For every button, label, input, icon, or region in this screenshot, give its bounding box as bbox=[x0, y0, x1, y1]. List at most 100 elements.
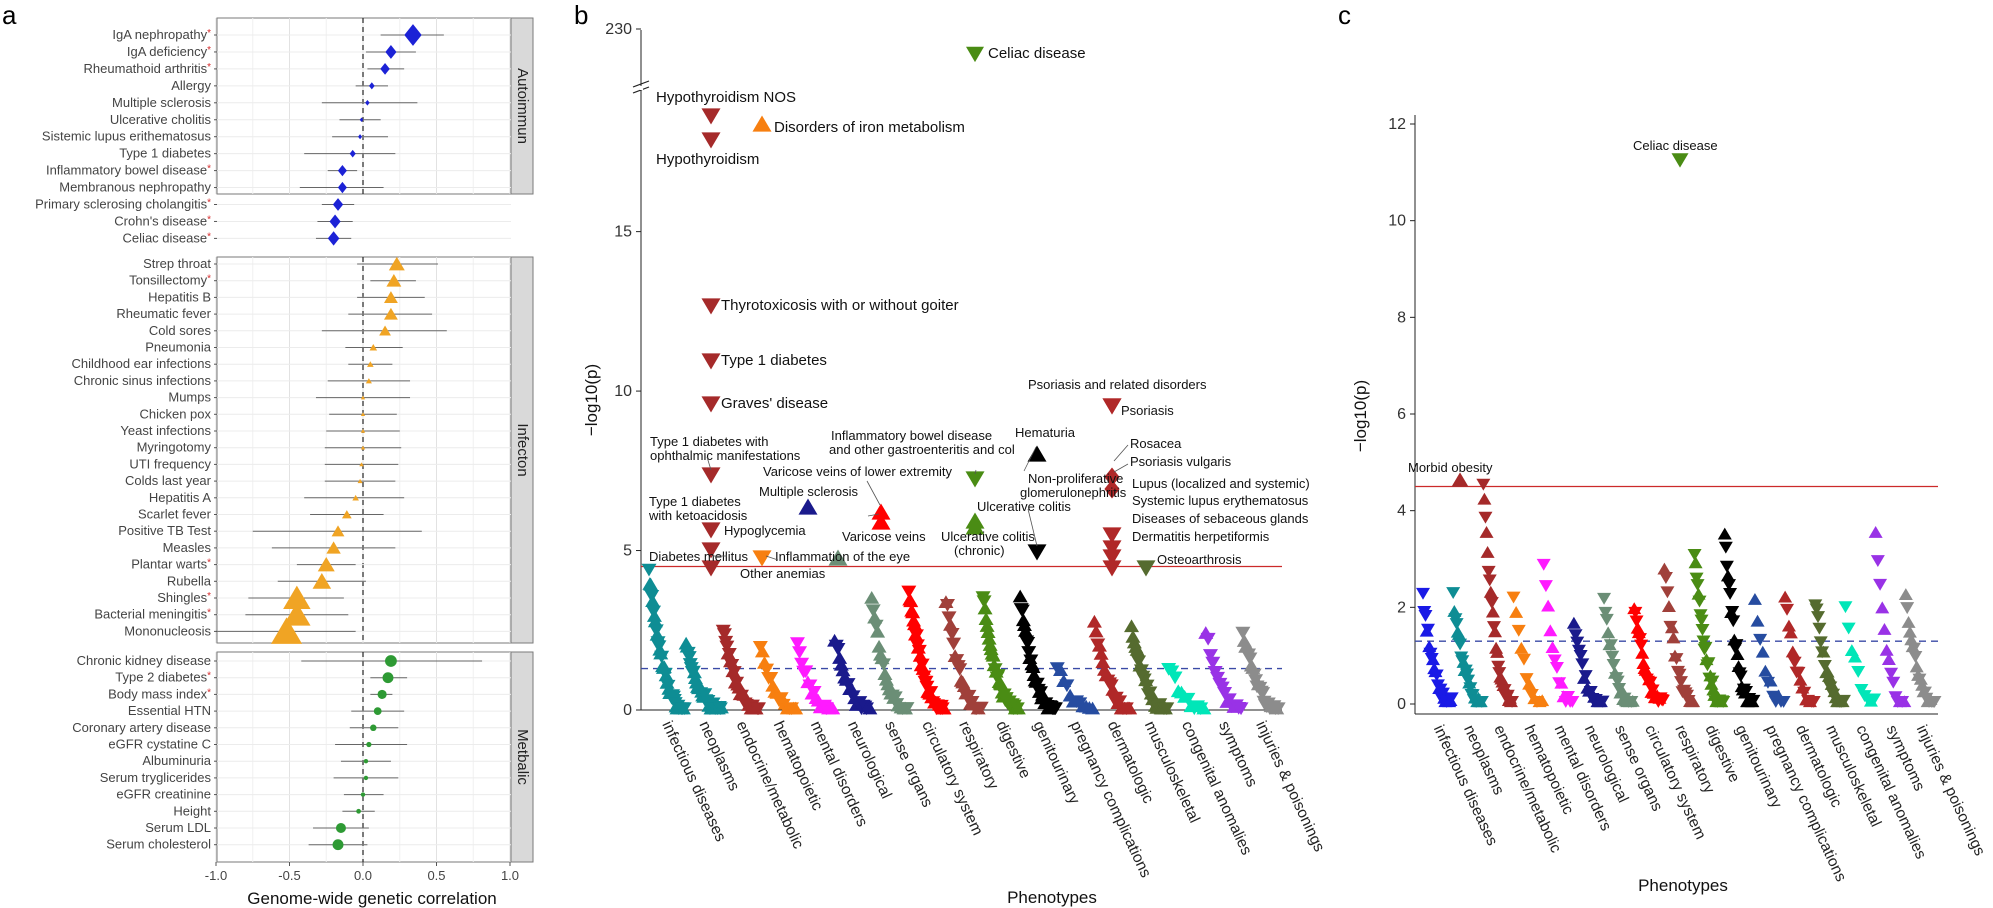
data-point bbox=[908, 629, 924, 643]
data-point bbox=[641, 563, 657, 577]
data-point bbox=[726, 666, 742, 679]
x-axis-title: Phenotypes bbox=[1638, 876, 1728, 895]
data-point bbox=[1476, 478, 1491, 491]
y-tick-label: 0 bbox=[1397, 696, 1406, 713]
data-point bbox=[1873, 578, 1888, 591]
data-point bbox=[1827, 685, 1842, 698]
data-point bbox=[754, 644, 770, 658]
category-symptoms bbox=[1198, 626, 1249, 716]
row-label: Allergy bbox=[171, 78, 211, 93]
correlation-point bbox=[377, 689, 387, 699]
row-label: IgA nephropathy* bbox=[112, 27, 211, 42]
group-strip-label: Metbalic bbox=[514, 729, 531, 785]
correlation-point bbox=[283, 585, 311, 609]
data-point bbox=[752, 640, 768, 654]
category-genitourinary bbox=[1012, 589, 1063, 716]
data-point bbox=[750, 702, 766, 716]
data-point bbox=[724, 658, 740, 672]
row-label: Body mass index* bbox=[108, 686, 211, 701]
data-point bbox=[1793, 673, 1808, 686]
category-pregnancy-complications bbox=[1747, 592, 1791, 708]
row-label: Chronic sinus infections bbox=[74, 373, 212, 388]
data-point bbox=[1547, 654, 1562, 667]
data-point bbox=[1664, 621, 1679, 634]
x-axis-title: Genome-wide genetic correlation bbox=[247, 889, 496, 908]
data-point bbox=[1705, 675, 1720, 688]
category-congenital-anomalies bbox=[1838, 601, 1882, 707]
row-label: Pneumonia bbox=[145, 340, 212, 355]
data-point bbox=[1202, 649, 1218, 662]
data-point bbox=[1059, 679, 1075, 693]
data-point bbox=[1632, 633, 1647, 645]
data-point bbox=[1658, 572, 1673, 584]
correlation-point bbox=[370, 724, 377, 732]
data-point bbox=[1886, 676, 1901, 689]
row-label: Ulcerative cholitis bbox=[110, 112, 212, 127]
row-label: Positive TB Test bbox=[118, 523, 211, 538]
panel-b-manhattan-plot: infectious diseasesneoplasmsendocrine/me… bbox=[582, 21, 1328, 907]
data-point bbox=[1420, 623, 1435, 636]
highlighted-point bbox=[701, 108, 721, 125]
x-tick-label: -1.0 bbox=[205, 868, 227, 883]
data-point bbox=[1717, 527, 1732, 540]
y-axis-title: −log10(p) bbox=[1351, 380, 1370, 452]
data-point bbox=[1763, 674, 1778, 687]
highlighted-point bbox=[701, 132, 721, 149]
highlighted-point bbox=[752, 550, 772, 567]
row-label: Serum tryglicerides bbox=[100, 770, 212, 785]
category-infectious-diseases bbox=[1416, 587, 1459, 708]
data-point bbox=[871, 639, 887, 653]
data-point bbox=[1541, 599, 1556, 612]
data-point bbox=[1720, 569, 1735, 582]
data-point bbox=[647, 614, 663, 628]
highlighted-point bbox=[1102, 549, 1122, 566]
row-label: Height bbox=[173, 803, 211, 818]
annotation-label: Systemic lupus erythematosus bbox=[1132, 493, 1309, 508]
data-point bbox=[875, 658, 891, 672]
group-panel-frame bbox=[216, 256, 512, 644]
data-point bbox=[1661, 600, 1676, 612]
data-point bbox=[1787, 656, 1802, 669]
data-point bbox=[1025, 660, 1041, 674]
correlation-point bbox=[363, 759, 369, 764]
annotation-leader-line bbox=[974, 469, 977, 475]
annotation-label: Inflammatory bowel disease and other gast… bbox=[829, 428, 1015, 457]
category-injuries-poisonings bbox=[1235, 626, 1286, 716]
data-point bbox=[1686, 695, 1701, 708]
row-label: eGFR cystatine C bbox=[108, 737, 211, 752]
category-label: injuries & poisonings bbox=[1252, 719, 1328, 855]
data-point bbox=[1474, 695, 1489, 708]
data-point bbox=[1095, 655, 1111, 669]
data-point bbox=[1481, 565, 1496, 578]
annotation-leader-line bbox=[1023, 446, 1037, 472]
category-musculoskeletal bbox=[1808, 599, 1851, 708]
data-point bbox=[1597, 592, 1612, 605]
data-point bbox=[789, 637, 805, 651]
y-tick-label: 5 bbox=[623, 543, 632, 560]
correlation-point bbox=[385, 45, 397, 59]
category-respiratory bbox=[938, 595, 989, 716]
data-point bbox=[1696, 635, 1711, 648]
data-point bbox=[990, 669, 1006, 682]
x-tick-label: 1.0 bbox=[501, 868, 519, 883]
data-point bbox=[1695, 623, 1710, 636]
annotation-label: Hypoglycemia bbox=[724, 523, 806, 538]
highlighted-point bbox=[1102, 540, 1122, 557]
data-point bbox=[1545, 641, 1560, 654]
data-point bbox=[1112, 695, 1128, 709]
row-label: Shingles* bbox=[157, 590, 211, 605]
highlighted-point bbox=[701, 542, 721, 559]
annotation-label: Rosacea bbox=[1130, 436, 1182, 451]
data-point bbox=[681, 651, 697, 664]
data-point bbox=[1598, 606, 1613, 619]
data-point bbox=[1122, 701, 1138, 715]
row-label: Crohn's disease* bbox=[114, 213, 211, 228]
data-point bbox=[1485, 605, 1500, 618]
highlighted-point bbox=[1104, 467, 1120, 487]
data-point bbox=[865, 604, 881, 618]
data-point bbox=[1196, 701, 1212, 715]
row-label: Hepatitis A bbox=[149, 490, 211, 505]
data-point bbox=[903, 594, 919, 608]
row-label: Tonsillectomy* bbox=[129, 273, 211, 288]
row-label: Chicken pox bbox=[139, 406, 211, 421]
